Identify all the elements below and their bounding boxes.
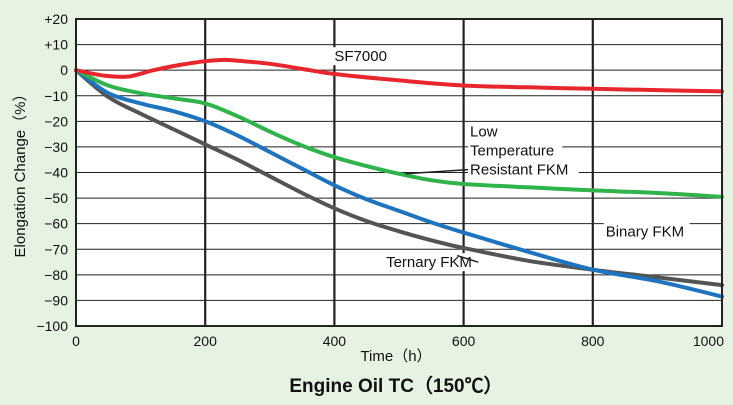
y-tick-label: −60	[44, 216, 68, 232]
series-label-text: Ternary FKM	[386, 254, 472, 271]
x-tick-label: 400	[323, 333, 347, 349]
x-tick-label: 1000	[693, 333, 724, 349]
series-label-binary-fkm: Binary FKM	[603, 222, 690, 241]
y-tick-label: +20	[44, 11, 68, 27]
plot-border	[75, 18, 723, 327]
series-label-text: SF7000	[334, 48, 387, 65]
label-background	[468, 160, 579, 179]
label-leader-line	[456, 254, 479, 263]
y-axis-label: Elongation Change（%）	[12, 87, 29, 258]
y-tick-label: 0	[60, 62, 68, 78]
tick-labels: +20+100−10−20−30−40−50−60−70−80−90−1000 2…	[36, 11, 724, 349]
series-line-binary-fkm	[74, 68, 724, 299]
chart-title: Engine Oil TC（150℃）	[289, 374, 502, 397]
y-tick-label: −70	[44, 241, 68, 257]
y-tick-label: −80	[44, 267, 68, 283]
series-line-ternary-fkm	[74, 68, 724, 288]
series-label-ternary-fkm: Ternary FKM	[384, 253, 479, 272]
plot-frame	[75, 18, 723, 327]
y-tick-label: +10	[44, 37, 68, 53]
y-tick-label: −10	[44, 88, 68, 104]
series-label-text: Binary FKM	[606, 223, 684, 240]
label-background	[332, 47, 386, 66]
series-label-text: Temperature	[470, 143, 554, 160]
label-leader-line	[405, 168, 469, 175]
y-tick-label: −90	[44, 292, 68, 308]
x-tick-label: 0	[72, 333, 80, 349]
y-tick-label: −50	[44, 190, 68, 206]
y-tick-label: −30	[44, 139, 68, 155]
series-line-low-temperature-resistant-fkm	[74, 68, 724, 199]
label-background	[384, 253, 479, 272]
series-label-low-temperature-resistant-fkm: Low Temperature Resistant FKM	[405, 122, 579, 179]
y-tick-label: −20	[44, 113, 68, 129]
x-tick-label: 800	[581, 333, 605, 349]
series-labels: SF7000 Low Temperature Resistant FKM Binary …	[332, 47, 690, 272]
y-tick-label: −100	[36, 318, 68, 334]
series-label-sf7000: SF7000	[332, 47, 387, 66]
label-background	[468, 122, 497, 141]
y-tick-label: −40	[44, 165, 68, 181]
label-background	[603, 222, 690, 241]
x-axis-label: Time（h）	[360, 348, 431, 365]
series-lines	[74, 57, 724, 299]
series-label-text: Resistant FKM	[470, 162, 568, 179]
grid	[76, 19, 722, 326]
x-tick-label: 600	[452, 333, 476, 349]
x-tick-label: 200	[194, 333, 218, 349]
series-line-sf7000	[74, 57, 724, 94]
label-background	[468, 141, 563, 160]
series-label-text: Low	[470, 124, 498, 141]
